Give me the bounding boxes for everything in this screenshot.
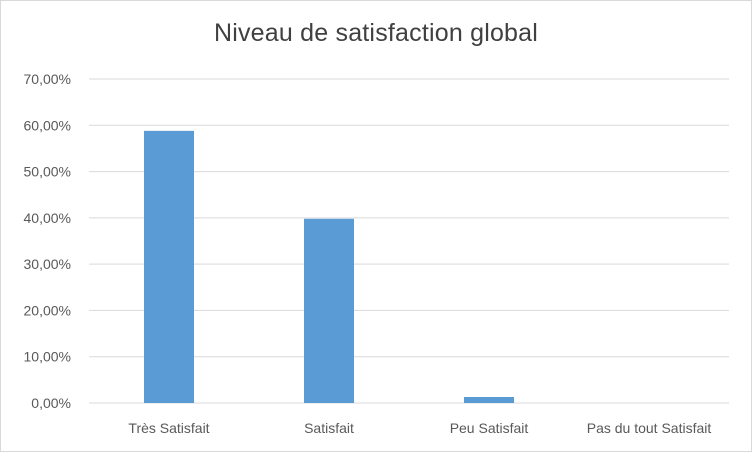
y-tick-label: 0,00%	[31, 395, 71, 411]
y-tick-label: 70,00%	[24, 71, 71, 87]
y-tick-label: 20,00%	[24, 302, 71, 318]
y-tick-label: 40,00%	[24, 210, 71, 226]
y-tick-label: 30,00%	[24, 256, 71, 272]
x-category-label: Très Satisfait	[128, 420, 209, 436]
x-category-label: Satisfait	[304, 420, 354, 436]
y-tick-label: 50,00%	[24, 164, 71, 180]
bar-0	[144, 130, 194, 403]
bar-2	[464, 396, 514, 403]
x-category-label: Peu Satisfait	[450, 420, 529, 436]
y-tick-label: 10,00%	[24, 349, 71, 365]
x-category-label: Pas du tout Satisfait	[587, 420, 712, 436]
bar-1	[304, 218, 354, 403]
chart-title: Niveau de satisfaction global	[213, 19, 539, 47]
y-tick-label: 60,00%	[24, 117, 71, 133]
